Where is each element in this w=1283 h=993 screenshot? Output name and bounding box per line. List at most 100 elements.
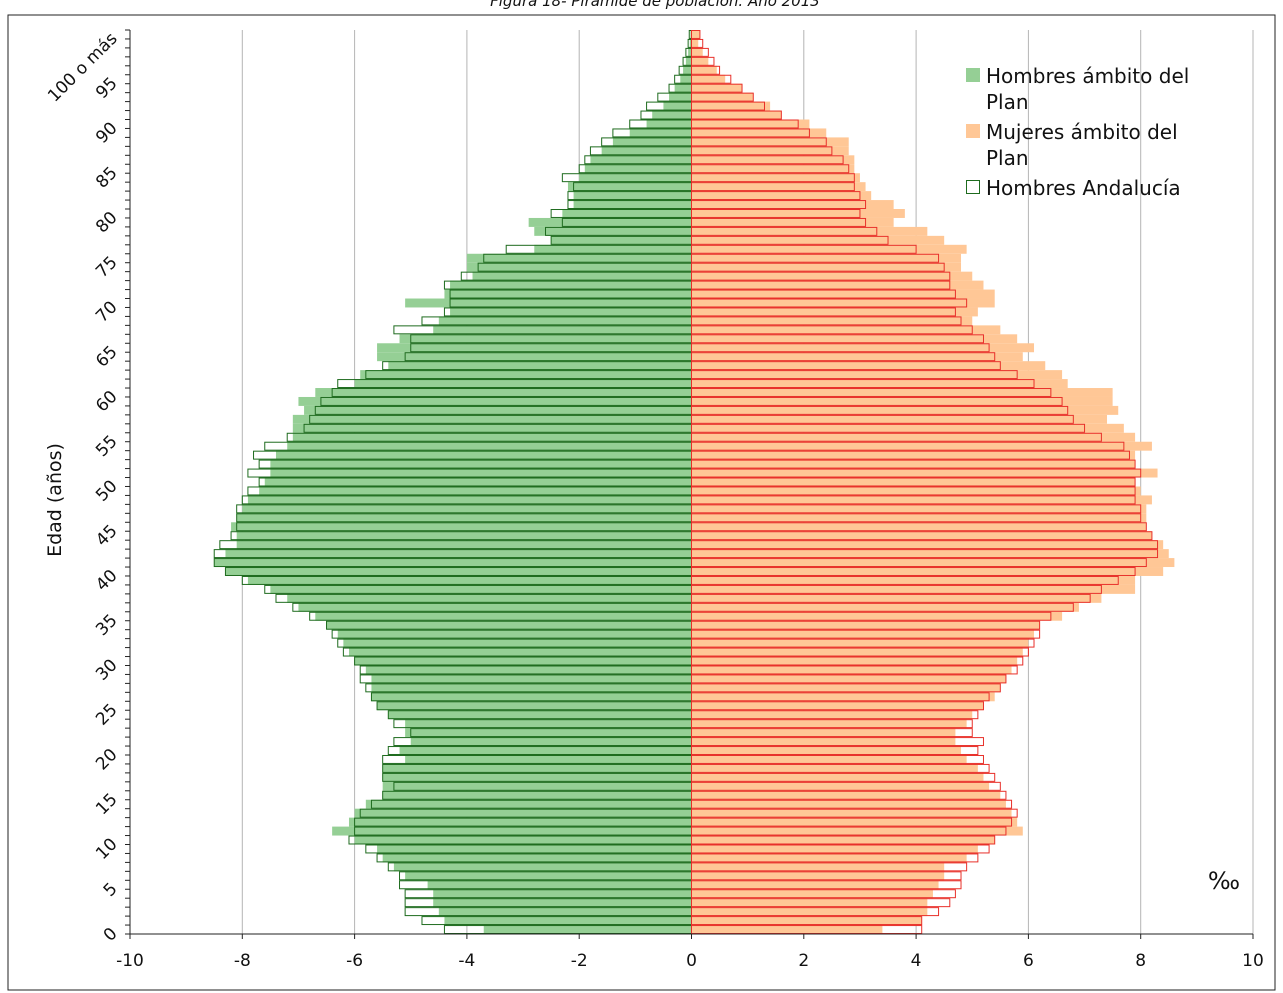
bar-women-andalucia — [691, 835, 996, 845]
y-tick-label: 25 — [92, 700, 121, 729]
bar-women-andalucia — [691, 352, 996, 362]
bar-women-plan — [691, 889, 933, 899]
bar-men-plan — [562, 209, 692, 218]
bar-men-plan — [231, 522, 692, 532]
bar-men-plan — [466, 253, 692, 263]
bar-men-plan — [674, 83, 692, 93]
bar-women-andalucia — [691, 298, 968, 308]
bar-men-plan — [399, 334, 692, 344]
bar-women-plan — [691, 110, 782, 120]
bar-women-andalucia — [691, 504, 1142, 514]
x-tick-label: 0 — [686, 951, 697, 971]
bar-men-plan — [680, 74, 692, 84]
bar-men-plan — [371, 674, 692, 684]
bar-men-plan — [388, 361, 692, 371]
x-tick-label: 2 — [798, 951, 809, 971]
bar-men-plan — [259, 486, 692, 496]
bar-women-andalucia — [691, 289, 956, 299]
y-tick-label: 95 — [92, 74, 121, 103]
legend-swatch — [966, 124, 980, 138]
bar-men-plan — [326, 620, 692, 630]
bar-women-andalucia — [691, 316, 962, 326]
bar-women-andalucia — [691, 844, 990, 854]
x-tick-label: -2 — [571, 951, 588, 971]
bar-women-plan — [691, 280, 984, 290]
y-tick-label: 65 — [92, 342, 121, 371]
bar-men-plan — [247, 575, 692, 585]
x-tick-label: -6 — [346, 951, 363, 971]
y-tick-label: 60 — [92, 387, 121, 416]
bar-women-plan — [691, 898, 928, 908]
bar-women-plan — [691, 56, 709, 66]
bar-women-plan — [691, 531, 1152, 541]
bar-women-plan — [691, 217, 894, 227]
bar-women-plan — [691, 396, 1113, 406]
bar-women-andalucia — [691, 38, 704, 48]
bar-men-plan — [612, 137, 692, 147]
bar-men-plan — [332, 826, 692, 836]
bar-women-andalucia — [691, 620, 1041, 630]
bar-women-plan — [691, 235, 945, 245]
bar-women-plan — [691, 665, 1012, 675]
bar-women-andalucia — [691, 754, 984, 764]
legend-label: Hombres ámbito del — [986, 64, 1189, 88]
bar-women-andalucia — [691, 191, 861, 201]
bar-women-plan — [691, 244, 967, 254]
x-tick-label: -8 — [234, 951, 251, 971]
bar-women-plan — [691, 844, 978, 854]
bar-women-andalucia — [691, 146, 833, 156]
bar-women-plan — [691, 620, 1040, 630]
x-tick-label: 6 — [1023, 951, 1034, 971]
bar-women-andalucia — [691, 763, 990, 773]
bar-women-andalucia — [691, 522, 1147, 532]
bar-men-plan — [405, 754, 692, 764]
bar-men-plan — [551, 235, 692, 245]
bar-women-plan — [691, 522, 1147, 532]
bar-women-andalucia — [691, 629, 1041, 639]
bar-men-plan — [382, 781, 692, 791]
bar-women-andalucia — [691, 772, 996, 782]
bar-women-andalucia — [691, 405, 1069, 415]
bar-women-andalucia — [691, 880, 962, 890]
bar-women-plan — [691, 611, 1063, 621]
bar-women-plan — [691, 262, 962, 272]
bar-men-plan — [354, 379, 692, 389]
bar-women-andalucia — [691, 200, 867, 210]
bar-men-plan — [690, 30, 692, 39]
bar-women-andalucia — [691, 182, 855, 192]
bar-women-andalucia — [691, 477, 1136, 487]
bar-women-plan — [691, 513, 1147, 523]
bar-women-andalucia — [691, 862, 968, 872]
bar-men-plan — [225, 549, 692, 559]
y-tick-label: 75 — [92, 253, 121, 282]
bar-women-plan — [691, 128, 827, 138]
bar-men-plan — [275, 450, 692, 460]
bar-men-plan — [652, 110, 692, 120]
bar-women-andalucia — [691, 226, 878, 236]
bar-women-andalucia — [691, 647, 1029, 657]
bar-women-plan — [691, 30, 700, 39]
bar-women-andalucia — [691, 567, 1136, 576]
bar-women-plan — [691, 155, 855, 165]
y-tick-label: 90 — [92, 118, 121, 147]
bar-men-plan — [304, 405, 692, 415]
y-axis-title: Edad (años) — [44, 443, 66, 557]
bar-women-plan — [691, 101, 771, 111]
bar-men-plan — [450, 307, 692, 317]
bar-men-plan — [377, 844, 692, 854]
bar-women-plan — [691, 271, 973, 281]
bar-women-andalucia — [691, 665, 1018, 675]
bar-women-andalucia — [691, 495, 1136, 505]
bar-women-plan — [691, 629, 1035, 639]
bar-women-andalucia — [691, 137, 827, 147]
bar-women-plan — [691, 477, 1136, 487]
bar-men-plan — [663, 101, 692, 111]
bar-men-plan — [377, 352, 692, 362]
y-tick-label: 45 — [92, 521, 121, 550]
bar-men-plan — [573, 200, 692, 210]
bar-women-plan — [691, 414, 1108, 424]
bar-men-plan — [466, 262, 692, 272]
bar-women-andalucia — [691, 110, 782, 120]
legend-label: Plan — [986, 146, 1029, 170]
